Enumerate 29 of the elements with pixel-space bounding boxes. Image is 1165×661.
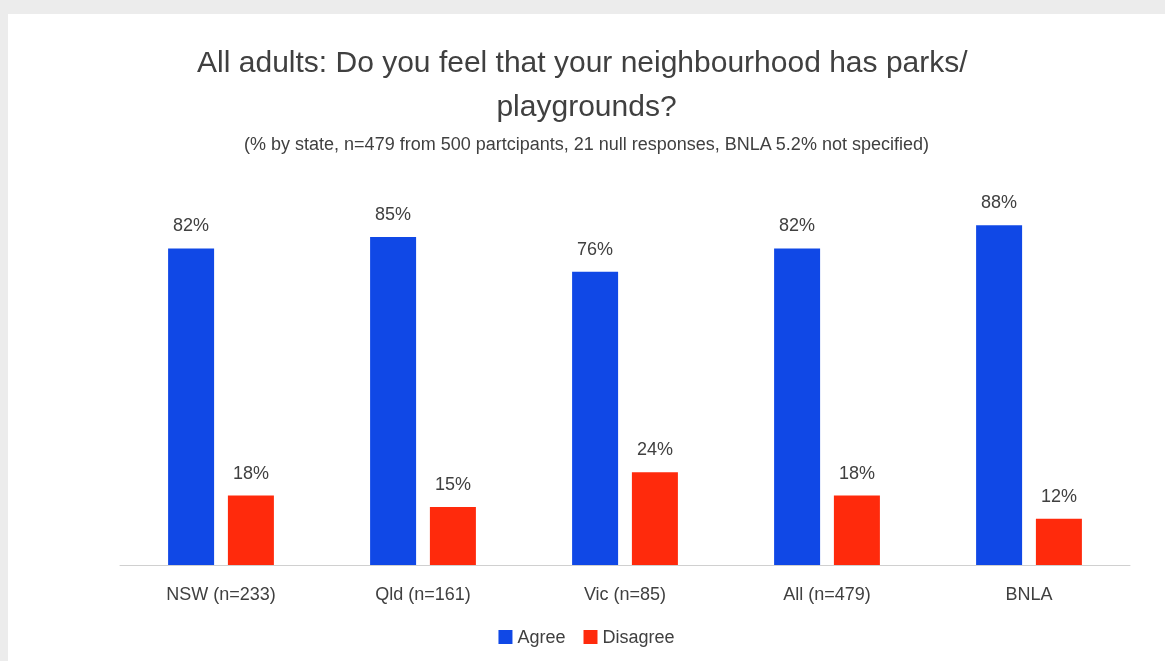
x-tick-label: All (n=479) [783, 584, 871, 604]
bar [774, 248, 821, 565]
chart-title: All adults: Do you feel that your neighbourhood has parks/ playgrounds? [197, 44, 976, 122]
data-label: 88% [981, 192, 1018, 213]
legend-label: Disagree [602, 627, 675, 647]
legend-label: Agree [517, 627, 566, 647]
x-tick-label: BNLA [1005, 584, 1053, 604]
bar [631, 472, 678, 565]
data-label: 15% [434, 474, 471, 495]
x-tick-label: Qld (n=161) [375, 584, 471, 604]
bar [429, 507, 476, 565]
data-label: 18% [838, 462, 875, 483]
data-label: 82% [779, 215, 816, 236]
bar [227, 495, 274, 565]
data-label: 24% [636, 439, 673, 460]
data-label: 85% [375, 203, 412, 224]
bar [1035, 518, 1082, 565]
bar [833, 495, 880, 565]
bar [370, 236, 417, 565]
bar [976, 225, 1023, 565]
x-tick-label: NSW (n=233) [166, 584, 276, 604]
chart-subtitle: (% by state, n=479 from 500 partcipants, 21 null responses, BNLA 5.2% not specified) [244, 134, 929, 154]
data-label: 12% [1040, 485, 1077, 506]
x-tick-label: Vic (n=85) [583, 584, 667, 604]
data-label: 76% [577, 238, 614, 259]
bar [168, 248, 215, 565]
bar [572, 271, 619, 565]
data-label: 18% [232, 462, 269, 483]
data-label: 82% [173, 215, 210, 236]
